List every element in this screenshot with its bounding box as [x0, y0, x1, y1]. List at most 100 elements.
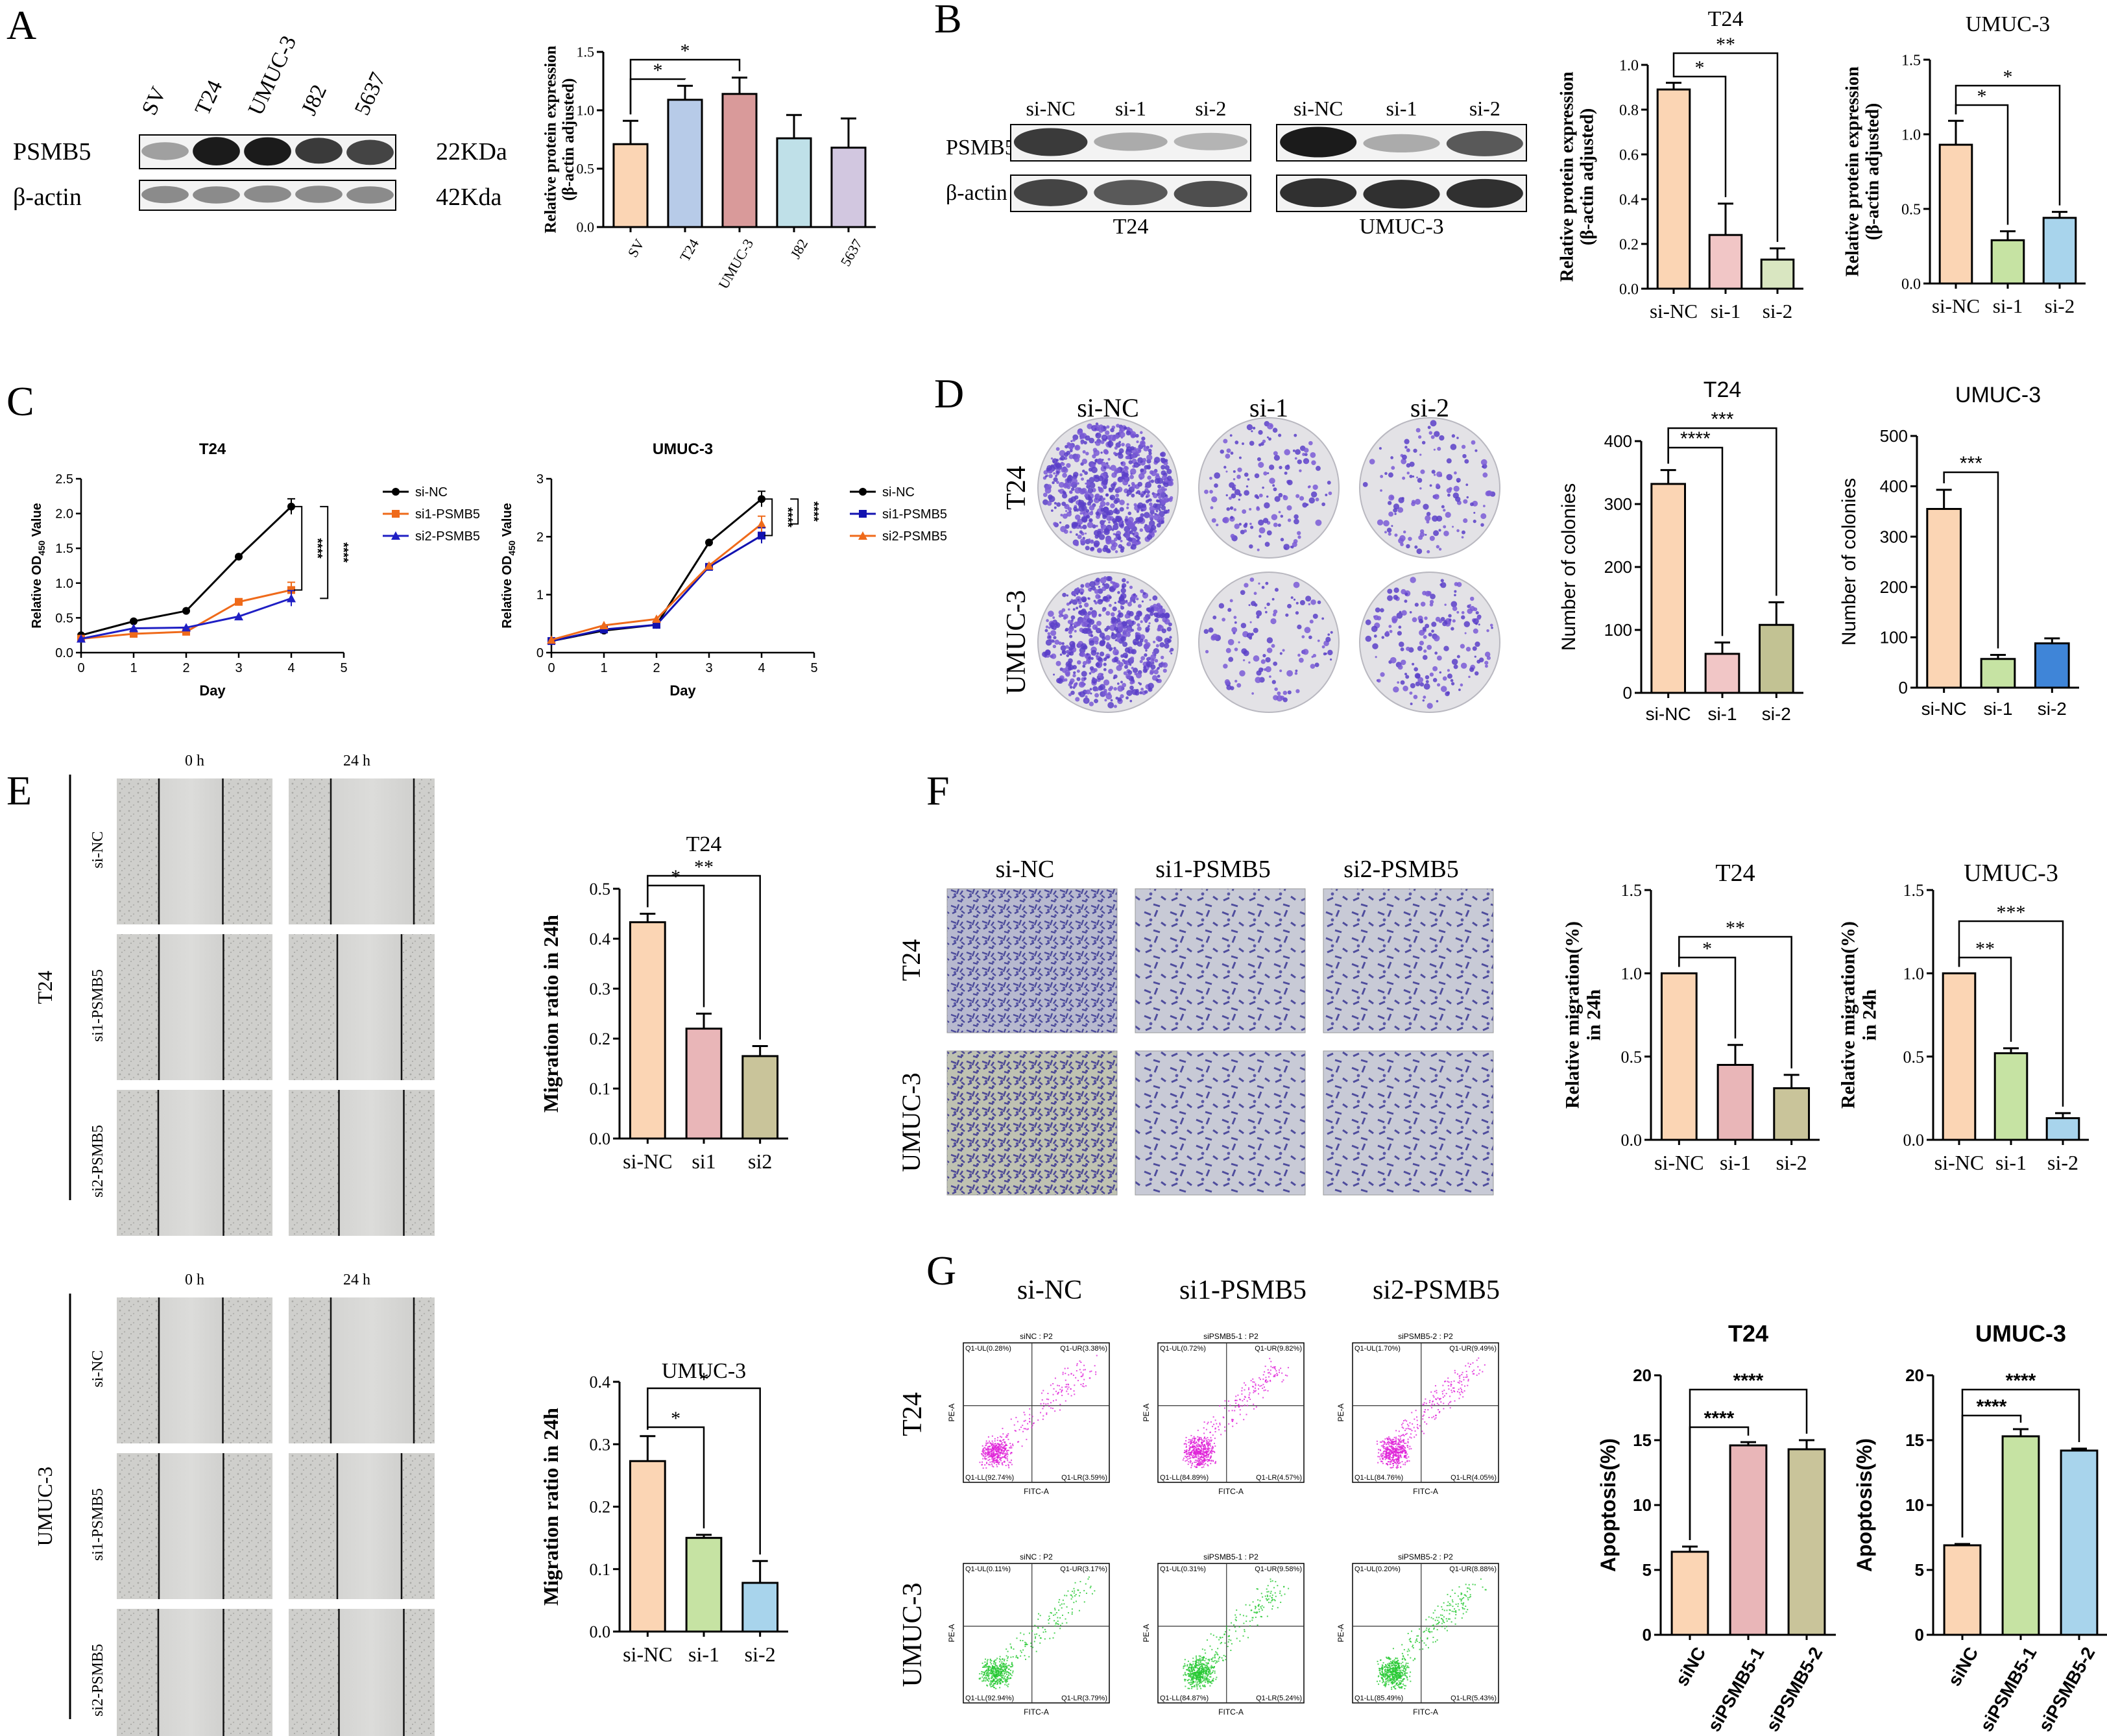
event-dot — [1059, 1598, 1061, 1600]
colony-dot — [1065, 524, 1070, 529]
event-dot — [1436, 1403, 1438, 1404]
colony-dot — [1068, 608, 1070, 611]
event-dot — [1041, 1392, 1042, 1394]
event-dot — [984, 1464, 986, 1466]
event-dot — [1398, 1454, 1400, 1456]
event-dot — [1018, 1441, 1020, 1443]
colony-dot — [1242, 509, 1247, 514]
colony-dot — [1137, 504, 1142, 509]
event-dot — [1264, 1389, 1266, 1391]
event-dot — [1231, 1410, 1233, 1412]
colony-dot — [1074, 682, 1078, 686]
colony-dot — [1130, 433, 1136, 439]
event-dot — [1005, 1666, 1007, 1668]
event-dot — [1054, 1613, 1056, 1615]
event-dot — [996, 1669, 998, 1671]
significance-label: *** — [1960, 453, 1982, 474]
bar-si-2 — [2042, 217, 2077, 285]
colony-dot — [1279, 466, 1282, 470]
event-dot — [987, 1659, 989, 1661]
colony-dot — [1120, 539, 1123, 542]
colony-dot — [1229, 506, 1234, 510]
colony-dot — [1065, 645, 1069, 649]
colony-dot — [1266, 602, 1270, 607]
event-dot — [1193, 1449, 1195, 1451]
colony-dot — [1090, 587, 1092, 590]
colony-dot — [1239, 670, 1246, 677]
event-dot — [1458, 1388, 1460, 1390]
colony-dot — [1116, 636, 1122, 642]
colony-dot — [1105, 501, 1110, 506]
event-dot — [1201, 1455, 1203, 1457]
event-dot — [1205, 1448, 1207, 1450]
colony-dot — [1246, 485, 1249, 488]
colony-dot — [1423, 503, 1429, 510]
transwell-column-label: si1-PSMB5 — [1155, 856, 1270, 883]
transwell-image — [1135, 1050, 1306, 1196]
event-dot — [985, 1458, 987, 1460]
event-dot — [986, 1672, 988, 1674]
blot-b-1-1 — [1276, 175, 1527, 212]
event-dot — [1012, 1670, 1014, 1672]
event-dot — [1007, 1465, 1009, 1467]
event-dot — [1404, 1456, 1406, 1458]
event-dot — [981, 1451, 983, 1453]
event-dot — [1200, 1461, 1202, 1463]
colony-dot — [1042, 499, 1049, 505]
colony-dot — [1135, 433, 1139, 438]
colony-dot — [1451, 434, 1456, 438]
colony-dot — [1383, 520, 1390, 527]
event-dot — [985, 1665, 987, 1667]
event-dot — [1059, 1628, 1061, 1630]
event-dot — [1023, 1634, 1025, 1635]
colony-dot — [1410, 702, 1413, 705]
event-dot — [1206, 1454, 1208, 1456]
event-dot — [1003, 1669, 1005, 1671]
flow-plot-frame — [1157, 1342, 1305, 1483]
legend-marker — [859, 488, 867, 496]
flow-plot-frame — [1157, 1563, 1305, 1704]
colony-dot — [1074, 495, 1079, 500]
event-dot — [1029, 1417, 1031, 1419]
event-dot — [1065, 1373, 1066, 1375]
wound-image — [117, 1609, 272, 1736]
event-dot — [1207, 1465, 1209, 1467]
y-axis-label: Relative OD450 Value — [30, 503, 47, 628]
colony-dot — [1462, 453, 1467, 459]
colony-dot — [1286, 669, 1294, 677]
colony-dot — [1068, 666, 1072, 671]
colony-dot — [1404, 672, 1408, 676]
event-dot — [1196, 1460, 1198, 1462]
event-dot — [1394, 1453, 1396, 1455]
event-dot — [1388, 1461, 1390, 1463]
colony-dot — [1079, 605, 1083, 609]
event-dot — [997, 1680, 999, 1682]
event-dot — [1017, 1441, 1019, 1443]
colony-dot — [1135, 672, 1142, 679]
event-dot — [1212, 1434, 1214, 1436]
event-dot — [1203, 1441, 1205, 1443]
event-dot — [994, 1663, 996, 1665]
colony-dot — [1469, 596, 1475, 601]
significance-label: **** — [336, 542, 350, 562]
colony-dot — [1438, 619, 1443, 623]
event-dot — [1456, 1373, 1458, 1375]
event-dot — [1187, 1456, 1189, 1458]
event-dot — [1388, 1451, 1390, 1453]
event-dot — [1460, 1393, 1462, 1395]
event-dot — [1395, 1449, 1397, 1451]
event-dot — [1207, 1442, 1209, 1444]
event-dot — [1064, 1368, 1066, 1369]
event-dot — [1395, 1438, 1397, 1440]
colony-dot — [1150, 444, 1153, 448]
line-chart-c-t24: 0.00.51.01.52.02.50 1 2 3 4 5si-NCsi1-PSMB5si… — [30, 440, 480, 699]
event-dot — [1391, 1446, 1393, 1448]
colony-dot — [1109, 496, 1113, 500]
event-dot — [1203, 1462, 1205, 1464]
event-dot — [1068, 1386, 1070, 1388]
colony-dot — [1131, 629, 1135, 632]
event-dot — [1244, 1382, 1246, 1384]
colony-dot — [1295, 494, 1300, 498]
colony-dot — [1293, 598, 1296, 601]
event-dot — [1447, 1385, 1449, 1387]
